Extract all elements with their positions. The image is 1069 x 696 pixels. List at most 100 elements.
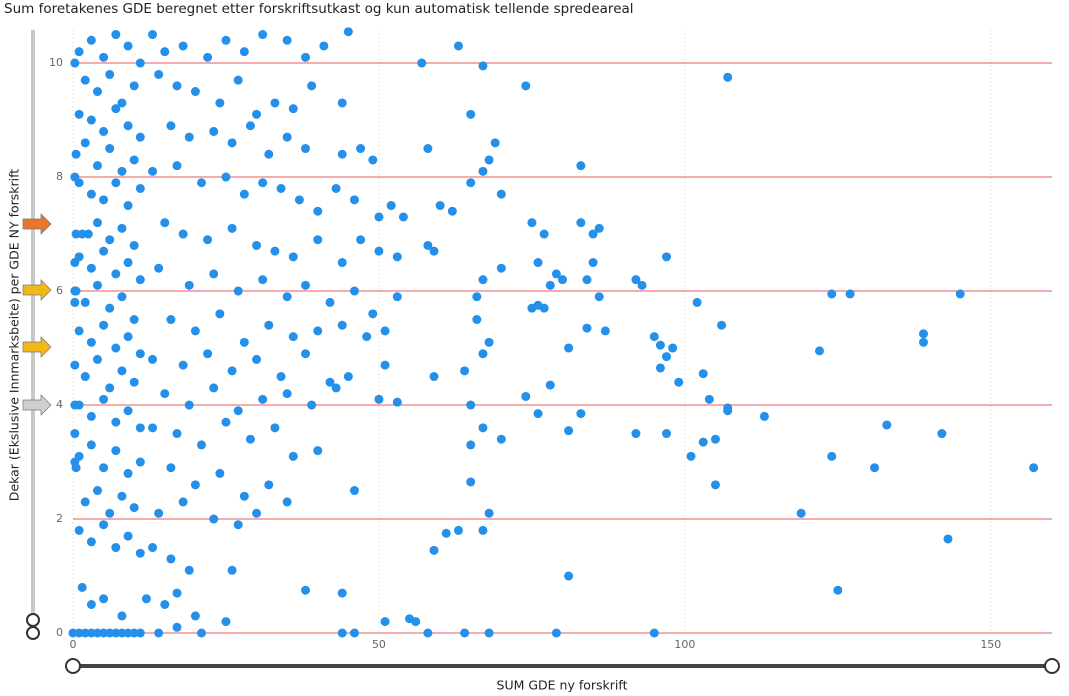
point	[178, 497, 188, 507]
point	[301, 585, 311, 595]
point	[160, 47, 170, 57]
point	[453, 525, 463, 535]
y-axis-title: Dekar (Ekslusive Innmarksbeite) per GDE …	[7, 169, 22, 501]
marker-arrow	[22, 213, 52, 235]
point	[117, 491, 127, 501]
point	[698, 369, 708, 379]
point	[270, 246, 280, 256]
point	[301, 349, 311, 359]
point	[337, 258, 347, 268]
point	[380, 326, 390, 336]
point	[154, 508, 164, 518]
point	[423, 628, 433, 638]
point	[209, 383, 219, 393]
point	[70, 457, 80, 467]
point	[129, 377, 139, 387]
point	[374, 246, 384, 256]
point	[135, 349, 145, 359]
point	[435, 201, 445, 211]
point	[723, 406, 733, 416]
point	[92, 218, 102, 228]
point	[135, 183, 145, 193]
point	[123, 531, 133, 541]
point	[264, 149, 274, 159]
point	[239, 337, 249, 347]
point	[80, 497, 90, 507]
point	[239, 47, 249, 57]
point	[123, 201, 133, 211]
point	[398, 212, 408, 222]
point	[270, 423, 280, 433]
point	[301, 52, 311, 62]
point	[92, 87, 102, 97]
point	[337, 628, 347, 638]
point	[484, 155, 494, 165]
point	[111, 269, 121, 279]
point	[447, 206, 457, 216]
point	[117, 366, 127, 376]
point	[252, 240, 262, 250]
point	[484, 628, 494, 638]
point	[662, 352, 672, 362]
point	[252, 508, 262, 518]
point	[70, 286, 80, 296]
point	[105, 69, 115, 79]
point	[558, 275, 567, 285]
point	[99, 246, 109, 256]
point	[319, 41, 329, 51]
point	[337, 98, 347, 108]
point	[233, 286, 243, 296]
point	[668, 343, 678, 353]
point	[111, 446, 121, 456]
point	[86, 189, 96, 199]
point	[172, 622, 182, 632]
point	[282, 389, 292, 399]
point	[478, 423, 488, 433]
point	[148, 30, 158, 40]
point	[264, 320, 274, 330]
point	[288, 252, 298, 262]
slider-handle[interactable]	[1044, 658, 1060, 674]
point	[252, 354, 262, 364]
point	[313, 235, 323, 245]
point	[478, 166, 488, 176]
point	[99, 52, 109, 62]
point	[117, 98, 127, 108]
y-tick-label: 2	[56, 512, 63, 525]
point	[117, 223, 127, 233]
point	[233, 406, 243, 416]
point	[551, 628, 561, 638]
slider-handle[interactable]	[65, 658, 81, 674]
point	[80, 297, 90, 307]
point	[374, 394, 384, 404]
point	[564, 571, 574, 581]
point	[466, 477, 476, 487]
point	[582, 275, 592, 285]
point	[92, 161, 102, 171]
point	[215, 468, 225, 478]
point	[111, 543, 121, 553]
point	[631, 429, 641, 439]
point	[288, 332, 298, 342]
x-tick-label: 150	[980, 638, 1001, 651]
point	[686, 451, 696, 461]
point	[166, 315, 176, 325]
point	[827, 451, 837, 461]
slider-handle[interactable]	[26, 626, 40, 640]
point	[70, 400, 80, 410]
point	[356, 235, 366, 245]
point	[111, 417, 121, 427]
x-slider[interactable]	[65, 658, 1060, 674]
point	[99, 520, 109, 530]
point	[337, 149, 347, 159]
y-tick-label: 8	[56, 170, 63, 183]
point	[478, 61, 488, 71]
point	[148, 166, 158, 176]
x-tick-label: 100	[674, 638, 695, 651]
point	[184, 280, 194, 290]
slider-handle[interactable]	[26, 613, 40, 627]
point	[239, 491, 249, 501]
x-axis-title: SUM GDE ny forskrift	[497, 678, 628, 693]
y-slider[interactable]	[22, 30, 52, 640]
